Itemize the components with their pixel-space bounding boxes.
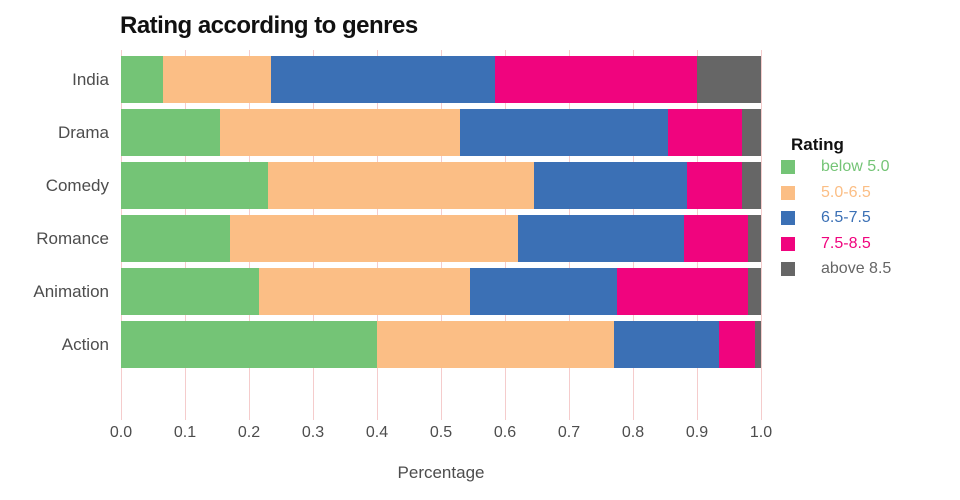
bar-segment-animation	[121, 268, 259, 315]
legend-label: 7.5-8.5	[821, 235, 871, 252]
bar-segment-comedy	[268, 162, 534, 209]
bar-row-comedy	[121, 162, 761, 209]
bar-segment-india	[495, 56, 697, 103]
legend-swatch	[781, 186, 795, 200]
x-tick-label: 0.4	[365, 424, 389, 441]
bar-segment-romance	[121, 215, 230, 262]
legend-label: below 5.0	[821, 158, 890, 175]
bar-segment-romance	[229, 215, 518, 262]
bar-segment-action	[121, 321, 377, 368]
legend-title: Rating	[791, 135, 844, 154]
x-tick-label: 0.5	[429, 424, 453, 441]
bar-segment-drama	[668, 109, 742, 156]
bar-segment-india	[121, 56, 163, 103]
x-tick-label: 0.1	[173, 424, 197, 441]
bar-segment-action	[719, 321, 755, 368]
bar-segment-india	[271, 56, 496, 103]
bar-segment-romance	[748, 215, 761, 262]
legend-entry: below 5.0	[781, 157, 959, 177]
bar-segment-action	[754, 321, 761, 368]
legend-swatch	[781, 262, 795, 276]
bar-row-romance	[121, 215, 761, 262]
bar-row-animation	[121, 268, 761, 315]
x-tick-label: 0.3	[301, 424, 325, 441]
x-tick-label: 0.2	[237, 424, 261, 441]
legend-entry: 5.0-6.5	[781, 183, 959, 203]
x-tick-label: 0.9	[685, 424, 709, 441]
bar-segment-comedy	[687, 162, 742, 209]
bar-segment-comedy	[533, 162, 688, 209]
legend-swatch	[781, 237, 795, 251]
bar-segment-romance	[517, 215, 685, 262]
bar-segment-drama	[460, 109, 669, 156]
legend-label: above 8.5	[821, 260, 892, 277]
legend-swatch	[781, 211, 795, 225]
x-tick-label: 0.0	[109, 424, 133, 441]
bar-segment-animation	[469, 268, 617, 315]
bar-segment-india	[162, 56, 272, 103]
bar-row-action	[121, 321, 761, 368]
y-axis-label-drama: Drama	[57, 123, 109, 142]
x-tick-label: 1.0	[749, 424, 773, 441]
y-axis-label-india: India	[72, 70, 109, 89]
legend-entry: 7.5-8.5	[781, 234, 959, 254]
plot-area	[121, 50, 762, 420]
bar-segment-action	[377, 321, 614, 368]
bar-segment-drama	[220, 109, 461, 156]
legend-label: 6.5-7.5	[821, 209, 871, 226]
legend-entry: 6.5-7.5	[781, 208, 959, 228]
bar-segment-romance	[684, 215, 749, 262]
x-tick-label: 0.6	[493, 424, 517, 441]
bar-segment-india	[696, 56, 761, 103]
y-axis-label-animation: Animation	[33, 282, 109, 301]
bar-segment-action	[613, 321, 720, 368]
x-axis-title: Percentage	[397, 463, 485, 482]
legend-label: 5.0-6.5	[821, 184, 871, 201]
legend-swatch	[781, 160, 795, 174]
y-axis-label-romance: Romance	[36, 229, 109, 248]
bar-segment-animation	[258, 268, 470, 315]
bar-row-drama	[121, 109, 761, 156]
legend-entry: above 8.5	[781, 259, 959, 279]
bar-segment-drama	[741, 109, 761, 156]
x-tick-label: 0.7	[557, 424, 581, 441]
bar-segment-comedy	[741, 162, 761, 209]
bar-segment-animation	[748, 268, 761, 315]
gridline	[761, 50, 762, 420]
chart-title: Rating according to genres	[120, 12, 418, 39]
x-tick-label: 0.8	[621, 424, 645, 441]
legend: Rating below 5.0 5.0-6.5 6.5-7.5 7.5-8.5 abo…	[781, 135, 959, 290]
bar-segment-comedy	[121, 162, 269, 209]
y-axis-label-action: Action	[61, 335, 109, 354]
bar-segment-drama	[121, 109, 221, 156]
bar-segment-animation	[616, 268, 749, 315]
y-axis-label-comedy: Comedy	[45, 176, 109, 195]
bar-row-india	[121, 56, 761, 103]
